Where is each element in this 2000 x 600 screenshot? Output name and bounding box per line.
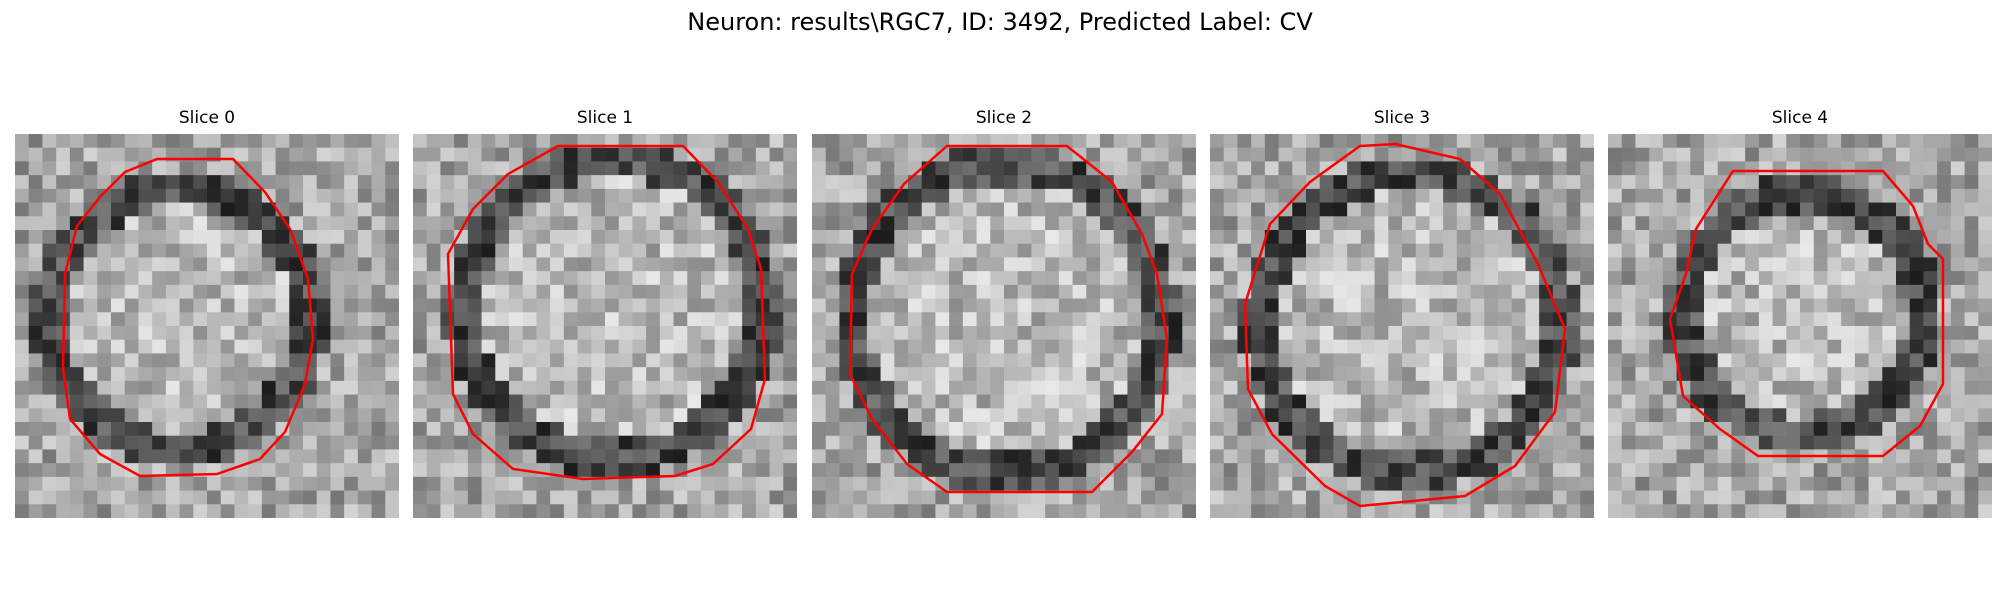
segmentation-contour	[848, 144, 1169, 494]
slice-panel-3: Slice 3	[1210, 108, 1594, 518]
microscopy-slice-image	[15, 134, 399, 518]
slice-panel-2: Slice 2	[812, 108, 1196, 518]
slice-title: Slice 0	[178, 108, 236, 128]
microscopy-slice-image	[413, 134, 797, 518]
slice-title: Slice 4	[1771, 108, 1829, 128]
pixel-grid	[812, 134, 1196, 518]
segmentation-contour	[61, 157, 315, 478]
slice-panel-1: Slice 1	[413, 108, 797, 518]
segmentation-contour	[1243, 142, 1567, 508]
microscopy-slice-image	[812, 134, 1196, 518]
slice-title: Slice 2	[975, 108, 1033, 128]
segmentation-contour	[1668, 169, 1945, 458]
pixel-grid	[15, 134, 399, 518]
pixel-grid	[413, 134, 797, 518]
pixel-grid	[1608, 134, 1992, 518]
microscopy-slice-image	[1608, 134, 1992, 518]
segmentation-contour	[446, 144, 767, 481]
slice-panel-0: Slice 0	[15, 108, 399, 518]
slice-panel-4: Slice 4	[1608, 108, 1992, 518]
slice-title: Slice 3	[1373, 108, 1431, 128]
slice-title: Slice 1	[576, 108, 634, 128]
pixel-grid	[1210, 134, 1594, 518]
microscopy-slice-image	[1210, 134, 1594, 518]
figure-title: Neuron: results\RGC7, ID: 3492, Predicte…	[687, 8, 1313, 36]
